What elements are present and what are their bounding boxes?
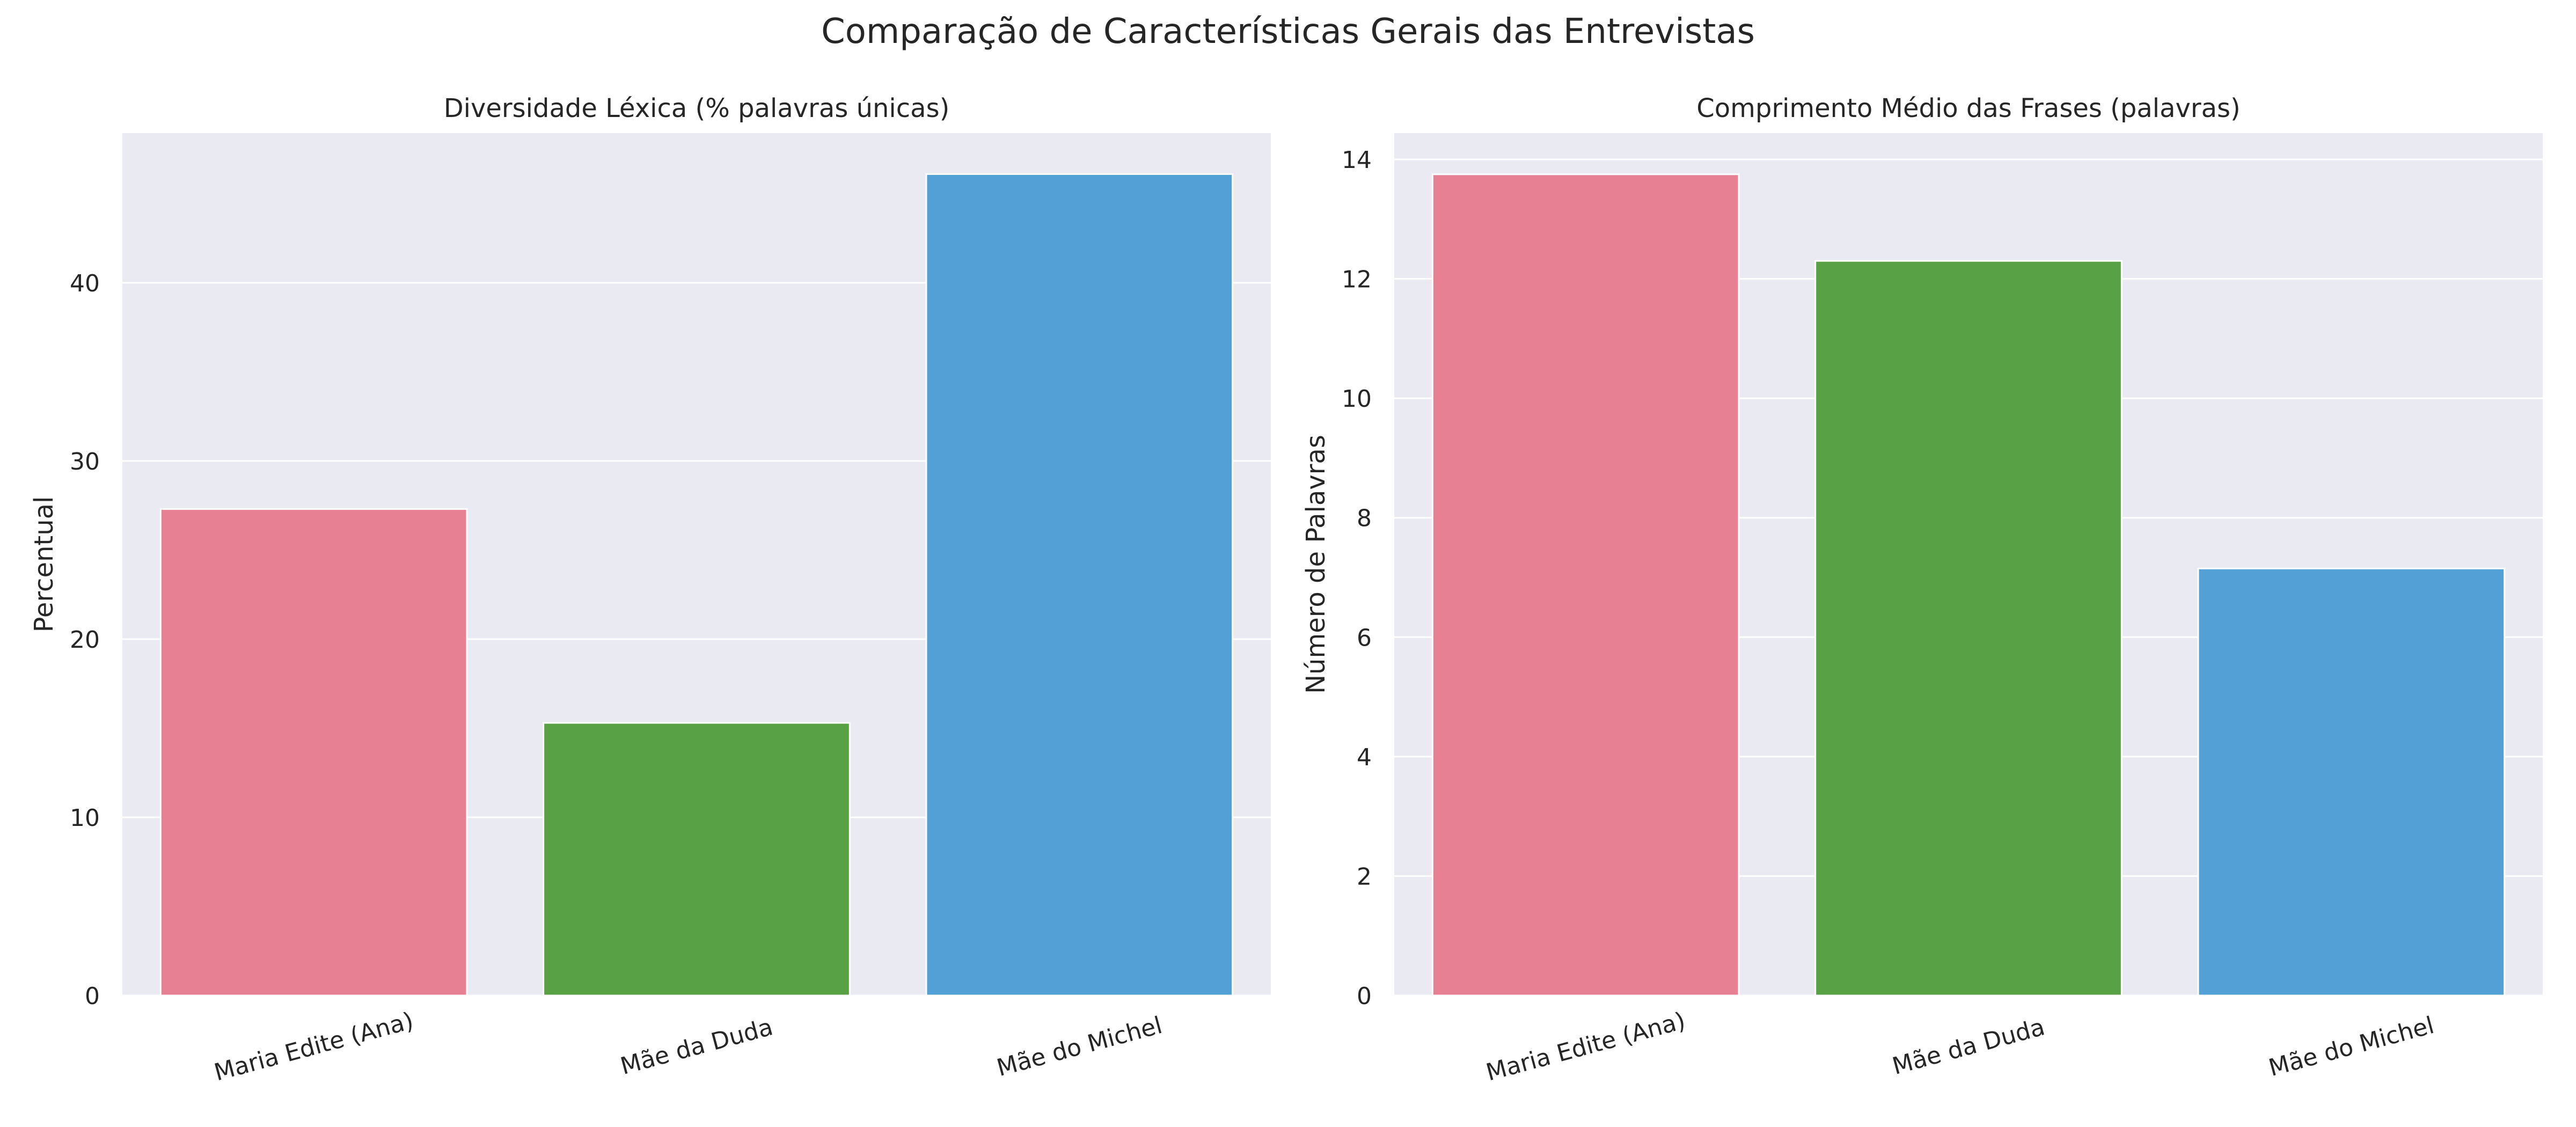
bar <box>1814 260 2123 997</box>
y-tick-label: 20 <box>70 626 100 654</box>
chart-panel-2: 0 2 4 6 8 10 12 14 Maria Edite (Ana) Mãe da Duda M… <box>1301 93 2543 1087</box>
x-tick-label: Maria Edite (Ana) <box>211 1007 416 1086</box>
y-axis-label: Número de Palavras <box>1301 435 1331 694</box>
x-tick-label: Maria Edite (Ana) <box>1483 1007 1688 1086</box>
y-tick-label: 10 <box>70 804 100 832</box>
y-axis-label: Percentual <box>29 496 59 633</box>
bar <box>925 173 1234 997</box>
bar <box>1431 173 1740 997</box>
y-tick-label: 6 <box>1357 624 1372 652</box>
subplot-title: Diversidade Léxica (% palavras únicas) <box>444 93 950 123</box>
bar <box>159 508 468 997</box>
x-tick-label: Mãe da Duda <box>1890 1013 2048 1080</box>
y-tick-label: 0 <box>85 983 100 1010</box>
x-tick-label: Mãe do Michel <box>2266 1012 2437 1082</box>
y-tick-label: 14 <box>1342 147 1372 174</box>
x-tick-label: Mãe da Duda <box>618 1013 776 1080</box>
x-tick-label: Mãe do Michel <box>994 1012 1165 1082</box>
y-tick-label: 2 <box>1357 863 1372 890</box>
bar <box>543 722 851 997</box>
y-tick-label: 12 <box>1342 266 1372 294</box>
y-tick-label: 10 <box>1342 385 1372 413</box>
y-tick-label: 30 <box>70 448 100 475</box>
chart-panel-1: 0 10 20 30 40 Maria Edite (Ana) Mãe da Duda Mãe… <box>29 93 1271 1087</box>
y-tick-label: 40 <box>70 270 100 297</box>
y-tick-label: 8 <box>1357 505 1372 532</box>
y-tick-label: 4 <box>1357 744 1372 771</box>
figure-title: Comparação de Características Gerais das… <box>821 12 1755 52</box>
bar <box>2197 567 2506 997</box>
subplot-title: Comprimento Médio das Frases (palavras) <box>1696 93 2241 123</box>
y-tick-label: 0 <box>1357 983 1372 1010</box>
